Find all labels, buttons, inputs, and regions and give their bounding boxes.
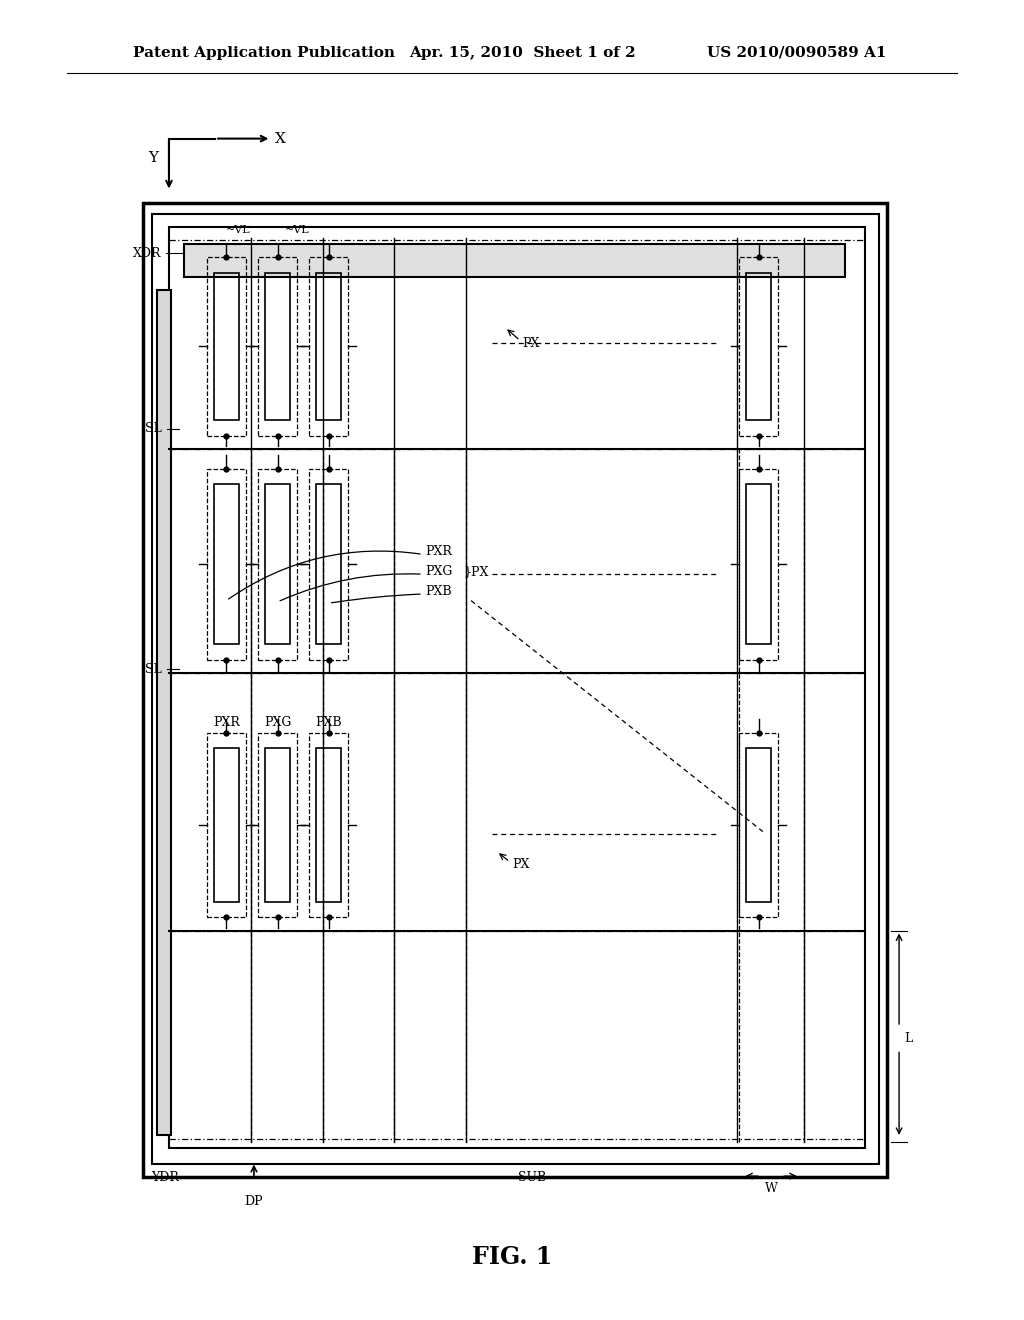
Bar [309,733,348,917]
Text: SL: SL [145,663,162,676]
Bar [152,214,879,1164]
Text: ~VL: ~VL [285,224,309,235]
Text: PXB: PXB [315,715,342,729]
Bar [214,273,239,420]
Bar [739,257,778,436]
Bar [214,748,239,902]
Text: Apr. 15, 2010  Sheet 1 of 2: Apr. 15, 2010 Sheet 1 of 2 [410,46,636,59]
Text: }PX: }PX [464,565,489,578]
Bar [169,227,865,1148]
Text: L: L [904,1032,912,1045]
Text: PX: PX [522,337,540,350]
Bar [184,244,845,277]
Bar [265,273,290,420]
Text: Patent Application Publication: Patent Application Publication [133,46,395,59]
Text: FIG. 1: FIG. 1 [472,1245,552,1269]
Text: W: W [765,1181,777,1195]
Text: SUB: SUB [518,1171,547,1184]
Text: PXR: PXR [213,715,240,729]
Text: PX: PX [512,858,529,871]
Text: X: X [274,132,286,145]
Bar [258,469,297,660]
Bar [739,469,778,660]
Bar [143,203,887,1177]
Text: PXG: PXG [425,565,453,578]
Bar [265,484,290,644]
Bar [316,273,341,420]
Text: YDR: YDR [152,1171,179,1184]
Bar [207,733,246,917]
Text: XDR: XDR [133,247,162,260]
Text: ~VL: ~VL [226,224,251,235]
Bar [214,484,239,644]
Bar [746,484,771,644]
Text: PXB: PXB [425,585,452,598]
Bar [258,733,297,917]
Bar [739,733,778,917]
Bar [207,469,246,660]
Bar [265,748,290,902]
Bar [309,257,348,436]
Text: US 2010/0090589 A1: US 2010/0090589 A1 [707,46,886,59]
Text: PXG: PXG [264,715,291,729]
Text: DP: DP [245,1195,263,1208]
Bar [746,273,771,420]
Bar [309,469,348,660]
Bar [316,748,341,902]
Text: SL: SL [145,422,162,436]
Bar [207,257,246,436]
Bar [258,257,297,436]
Text: PXR: PXR [425,545,452,558]
Bar [746,748,771,902]
Bar [157,290,171,1135]
Bar [316,484,341,644]
Text: Y: Y [148,152,159,165]
